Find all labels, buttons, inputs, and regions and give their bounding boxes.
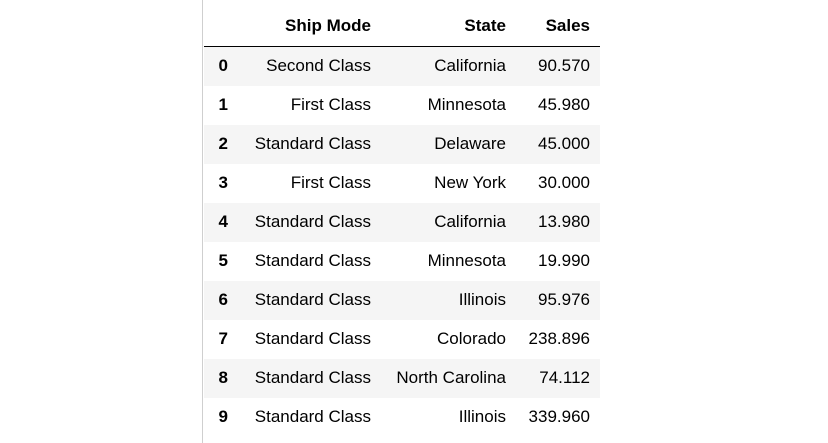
table-row: 2 Standard Class Delaware 45.000: [204, 124, 600, 164]
row-index: 2: [218, 134, 228, 153]
cell-state: Illinois: [458, 290, 506, 309]
cell-ship-mode: Standard Class: [254, 290, 371, 309]
cell-state: New York: [434, 173, 506, 192]
table-header: Ship Mode State Sales: [204, 6, 600, 47]
cell-ship-mode: Standard Class: [254, 251, 371, 270]
cell-state: Delaware: [434, 134, 506, 153]
cell-sales: 45.980: [538, 95, 590, 114]
cell-sales: 238.896: [528, 329, 590, 348]
table-row: 1 First Class Minnesota 45.980: [204, 85, 600, 125]
cell-ship-mode: First Class: [290, 95, 371, 114]
row-index: 9: [218, 407, 228, 426]
header-ship-mode: Ship Mode: [238, 6, 381, 47]
cell-ship-mode: Standard Class: [254, 368, 371, 387]
cell-sales: 95.976: [538, 290, 590, 309]
table-row: 3 First Class New York 30.000: [204, 163, 600, 203]
row-index: 5: [218, 251, 228, 270]
cell-sales: 74.112: [539, 368, 590, 387]
cell-state: California: [434, 212, 506, 231]
cell-sales: 13.980: [538, 212, 590, 231]
cell-sales: 45.000: [538, 134, 590, 153]
header-row: Ship Mode State Sales: [204, 6, 600, 47]
row-index: 4: [218, 212, 228, 231]
cell-ship-mode: First Class: [290, 173, 371, 192]
table-row: 8 Standard Class North Carolina 74.112: [204, 358, 600, 398]
table-body: 0 Second Class California 90.570 1 First…: [204, 46, 600, 437]
header-index: [204, 6, 238, 47]
cell-sales: 19.990: [538, 251, 590, 270]
row-index: 0: [218, 56, 228, 76]
header-sales: Sales: [516, 6, 600, 47]
table-row: 9 Standard Class Illinois 339.960: [204, 397, 600, 437]
cell-ship-mode: Standard Class: [254, 407, 371, 426]
cell-sales: 30.000: [538, 173, 590, 192]
row-index: 1: [218, 95, 228, 114]
table-row: 0 Second Class California 90.570: [204, 46, 600, 86]
table-row: 7 Standard Class Colorado 238.896: [204, 319, 600, 359]
dataframe-table: Ship Mode State Sales 0 Second Class Cal…: [204, 6, 600, 437]
row-index: 6: [218, 290, 228, 309]
cell-ship-mode: Standard Class: [254, 134, 371, 153]
cell-sales: 90.570: [538, 56, 590, 76]
cell-state: Illinois: [458, 407, 506, 426]
row-index: 8: [218, 368, 228, 387]
table-row: 5 Standard Class Minnesota 19.990: [204, 241, 600, 281]
cell-ship-mode: Second Class: [266, 56, 371, 76]
row-index: 7: [218, 329, 228, 348]
cell-left-border: [202, 0, 203, 443]
table-row: 4 Standard Class California 13.980: [204, 202, 600, 242]
cell-state: Colorado: [437, 329, 506, 348]
cell-state: North Carolina: [396, 368, 506, 387]
cell-sales: 339.960: [528, 407, 590, 426]
row-index: 3: [218, 173, 228, 192]
cell-state: Minnesota: [427, 251, 506, 270]
cell-ship-mode: Standard Class: [254, 212, 371, 231]
cell-state: California: [434, 56, 506, 76]
cell-state: Minnesota: [427, 95, 506, 114]
table-row: 6 Standard Class Illinois 95.976: [204, 280, 600, 320]
cell-ship-mode: Standard Class: [254, 329, 371, 348]
header-state: State: [381, 6, 516, 47]
